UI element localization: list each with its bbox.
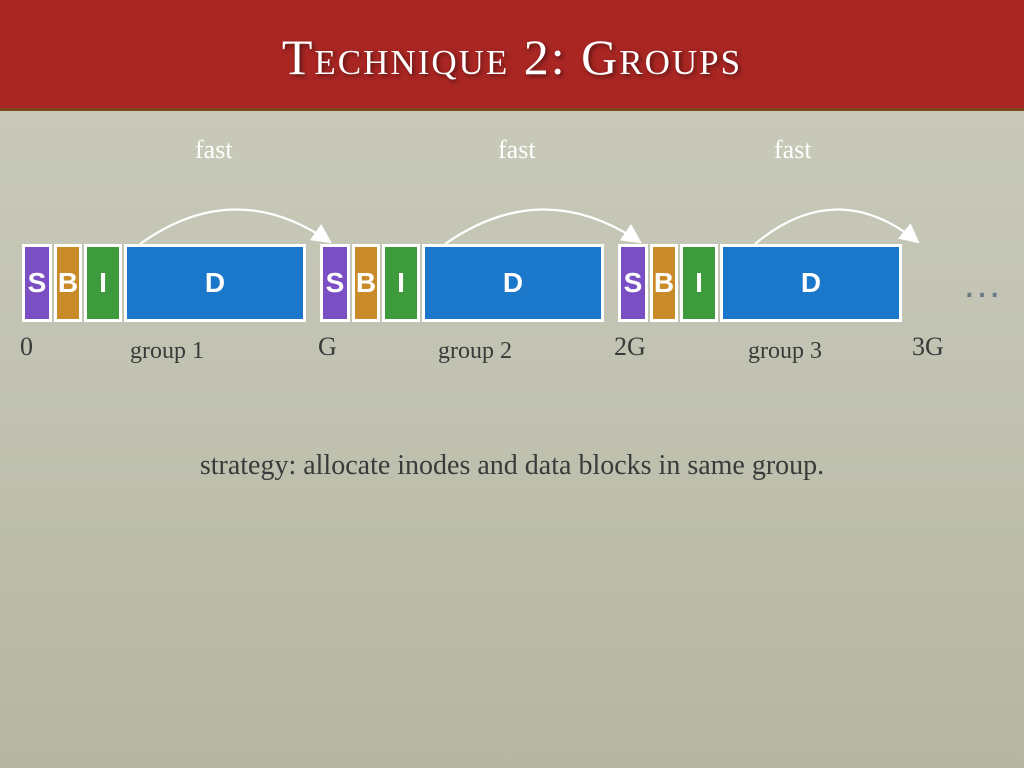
group-label: group 1 (130, 338, 204, 365)
axis-tick: G (318, 332, 337, 362)
fast-label: fast (195, 135, 233, 165)
ellipsis: … (962, 262, 1004, 307)
group-label: group 2 (438, 338, 512, 365)
fast-arc (445, 209, 640, 244)
block-I: I (680, 244, 718, 322)
block-B: B (54, 244, 82, 322)
block-B: B (352, 244, 380, 322)
slide-title: Technique 2: Groups (0, 28, 1024, 86)
axis-labels: 0 G 2G 3G group 1 group 2 group 3 (0, 332, 1024, 372)
block-D: D (720, 244, 902, 322)
block-I: I (84, 244, 122, 322)
slide-header: Technique 2: Groups (0, 0, 1024, 111)
block-S: S (320, 244, 350, 322)
fast-label: fast (774, 135, 812, 165)
block-S: S (22, 244, 52, 322)
block-B: B (650, 244, 678, 322)
axis-tick: 2G (614, 332, 646, 362)
block-D: D (422, 244, 604, 322)
fast-label: fast (498, 135, 536, 165)
fast-labels-row: fast fast fast (0, 135, 1024, 175)
arcs-svg (0, 170, 1024, 250)
strategy-text: strategy: allocate inodes and data block… (0, 450, 1024, 482)
axis-tick: 0 (20, 332, 33, 362)
blocks-row: SBIDSBIDSBID (22, 244, 904, 322)
block-S: S (618, 244, 648, 322)
fast-arc (755, 209, 918, 244)
block-I: I (382, 244, 420, 322)
block-D: D (124, 244, 306, 322)
fast-arc (140, 209, 330, 244)
group-label: group 3 (748, 338, 822, 365)
axis-tick: 3G (912, 332, 944, 362)
